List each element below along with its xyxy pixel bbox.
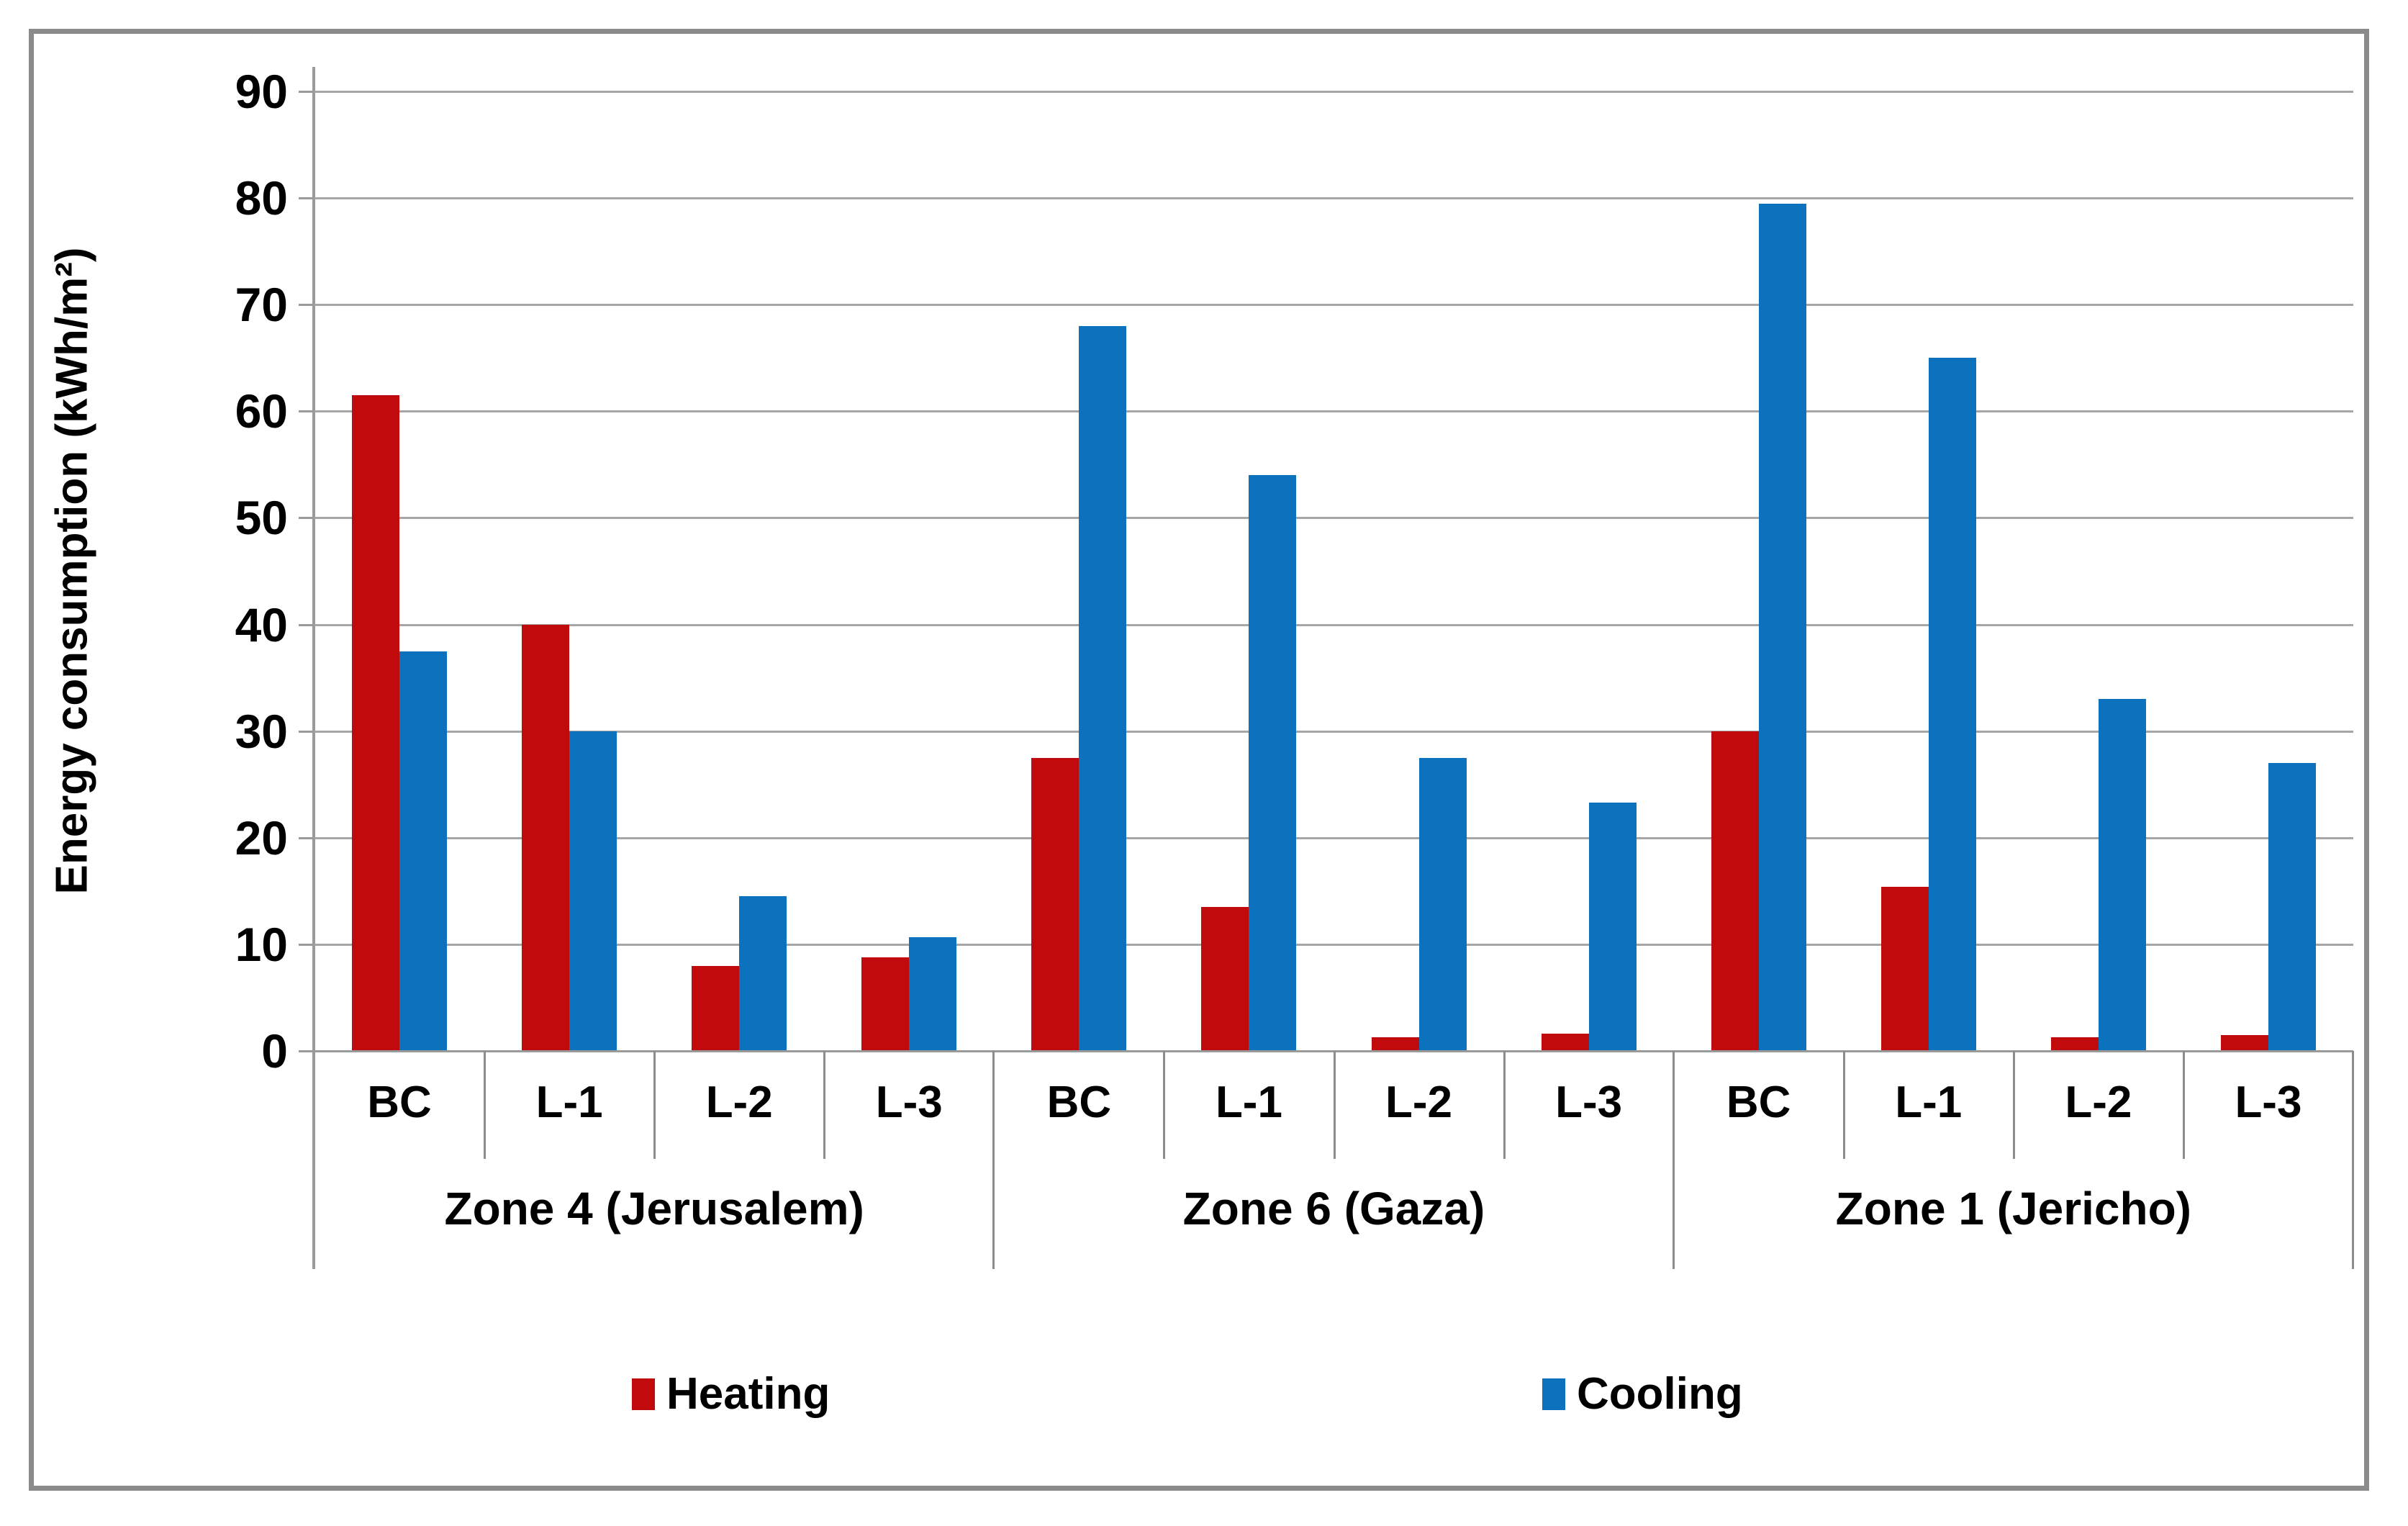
category-tick	[484, 1051, 486, 1159]
plot-area	[314, 91, 2353, 1051]
legend-label-cooling: Cooling	[1577, 1369, 1743, 1419]
bar-cooling	[1418, 757, 1467, 1051]
bar-cooling	[2098, 699, 2146, 1051]
y-tick-label: 70	[235, 278, 288, 332]
bar-heating	[861, 957, 910, 1051]
category-tick	[1163, 1051, 1166, 1159]
bar-cooling	[569, 731, 617, 1051]
legend-label-heating: Heating	[666, 1369, 830, 1419]
category-tick	[1333, 1051, 1336, 1159]
y-tick-label: 40	[235, 597, 288, 651]
zone-separator	[992, 1051, 995, 1269]
bar-heating	[1371, 1037, 1419, 1051]
category-tick	[1842, 1051, 1845, 1159]
category-label: L-3	[875, 1078, 943, 1127]
y-tick-label: 20	[235, 811, 288, 864]
y-axis-tick	[299, 410, 314, 413]
bar-heating	[352, 395, 400, 1051]
bar-cooling	[909, 936, 957, 1051]
bar-heating	[1711, 731, 1759, 1051]
category-label: L-2	[705, 1078, 773, 1127]
heating-swatch-icon	[632, 1378, 655, 1410]
y-axis-tick	[299, 943, 314, 946]
y-axis-tick	[299, 1050, 314, 1052]
bar-cooling	[1249, 475, 1297, 1051]
y-axis-tick	[299, 730, 314, 733]
y-tick-label: 30	[235, 704, 288, 758]
gridline	[314, 410, 2353, 413]
category-label: BC	[367, 1078, 432, 1127]
bar-heating	[522, 624, 570, 1051]
y-axis-title: Energy consumption (kWh/m²)	[47, 247, 97, 895]
category-label: BC	[1046, 1078, 1112, 1127]
zone-label: Zone 4 (Jerusalem)	[444, 1183, 864, 1234]
y-axis-tick	[299, 91, 314, 93]
category-tick	[1503, 1051, 1506, 1159]
zone-label: Zone 6 (Gaza)	[1182, 1183, 1485, 1234]
bar-cooling	[1588, 802, 1637, 1051]
category-label: L-1	[1215, 1078, 1282, 1127]
y-axis-tick	[299, 197, 314, 200]
y-tick-label: 90	[235, 65, 288, 118]
gridline	[314, 197, 2353, 200]
y-tick-label: 60	[235, 384, 288, 438]
bar-cooling	[1928, 358, 1976, 1051]
zone-separator	[2352, 1051, 2354, 1269]
gridline	[314, 623, 2353, 626]
gridline	[314, 517, 2353, 520]
category-tick	[653, 1051, 656, 1159]
category-label: L-1	[1895, 1078, 1963, 1127]
bar-cooling	[2268, 763, 2316, 1051]
gridline	[314, 730, 2353, 733]
y-tick-label: 10	[235, 917, 288, 971]
legend-item-cooling: Cooling	[1542, 1369, 1743, 1419]
legend-item-heating: Heating	[632, 1369, 830, 1419]
gridline	[314, 91, 2353, 93]
y-tick-label: 50	[235, 491, 288, 545]
category-label: BC	[1726, 1078, 1791, 1127]
bar-cooling	[399, 651, 448, 1051]
category-tick	[2012, 1051, 2015, 1159]
y-axis-tick	[299, 836, 314, 839]
bar-cooling	[1079, 325, 1127, 1051]
category-tick	[823, 1051, 826, 1159]
zone-separator	[1672, 1051, 1675, 1269]
category-label: L-3	[2235, 1078, 2302, 1127]
category-label: L-2	[1385, 1078, 1453, 1127]
y-tick-label: 80	[235, 171, 288, 225]
category-label: L-1	[535, 1078, 603, 1127]
bar-heating	[692, 965, 740, 1051]
bar-heating	[1541, 1034, 1589, 1051]
bar-heating	[2220, 1034, 2268, 1051]
bar-heating	[2050, 1037, 2099, 1051]
y-axis-tick	[299, 517, 314, 520]
bar-heating	[1031, 757, 1079, 1051]
category-tick	[2182, 1051, 2185, 1159]
y-tick-label: 0	[261, 1024, 288, 1078]
bar-cooling	[739, 896, 787, 1051]
y-axis-tick	[299, 304, 314, 307]
bar-heating	[1201, 907, 1249, 1051]
y-axis-tick	[299, 623, 314, 626]
y-axis-line	[312, 67, 315, 1269]
gridline	[314, 943, 2353, 946]
gridline	[314, 304, 2353, 307]
category-label: L-3	[1555, 1078, 1623, 1127]
cooling-swatch-icon	[1542, 1378, 1565, 1410]
bar-cooling	[1758, 203, 1806, 1051]
gridline	[314, 836, 2353, 839]
zone-label: Zone 1 (Jericho)	[1835, 1183, 2191, 1234]
bar-heating	[1880, 886, 1929, 1051]
category-label: L-2	[2065, 1078, 2132, 1127]
